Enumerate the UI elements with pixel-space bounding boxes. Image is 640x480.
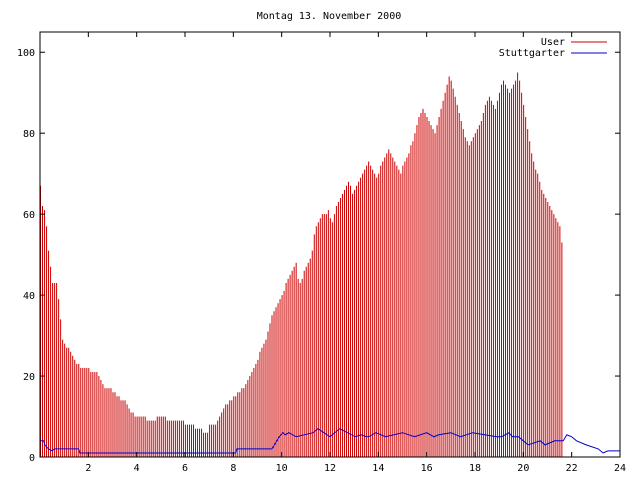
y-tick-label: 80 [23, 129, 35, 140]
legend-stuttgarter-label: Stuttgarter [499, 48, 565, 59]
x-tick-label: 6 [182, 463, 188, 474]
y-tick-label: 0 [29, 453, 35, 464]
x-tick-label: 4 [134, 463, 140, 474]
x-tick-label: 20 [517, 463, 529, 474]
x-tick-label: 12 [324, 463, 336, 474]
y-tick-label: 40 [23, 291, 35, 302]
stuttgarter-line-group [40, 428, 620, 454]
x-tick-label: 10 [276, 463, 288, 474]
user-bars [40, 72, 563, 457]
x-tick-label: 24 [614, 463, 626, 474]
legend-user-label: User [541, 37, 565, 48]
stuttgarter-line [40, 428, 620, 454]
x-tick-label: 18 [469, 463, 481, 474]
x-tick-label: 2 [85, 463, 91, 474]
legend: User Stuttgarter [499, 37, 607, 59]
x-tick-label: 16 [421, 463, 433, 474]
chart-title: Montag 13. November 2000 [257, 11, 402, 22]
y-tick-label: 60 [23, 210, 35, 221]
x-tick-label: 8 [230, 463, 236, 474]
y-tick-label: 20 [23, 372, 35, 383]
y-tick-label: 100 [17, 48, 35, 59]
x-tick-label: 14 [372, 463, 384, 474]
x-tick-label: 22 [566, 463, 578, 474]
